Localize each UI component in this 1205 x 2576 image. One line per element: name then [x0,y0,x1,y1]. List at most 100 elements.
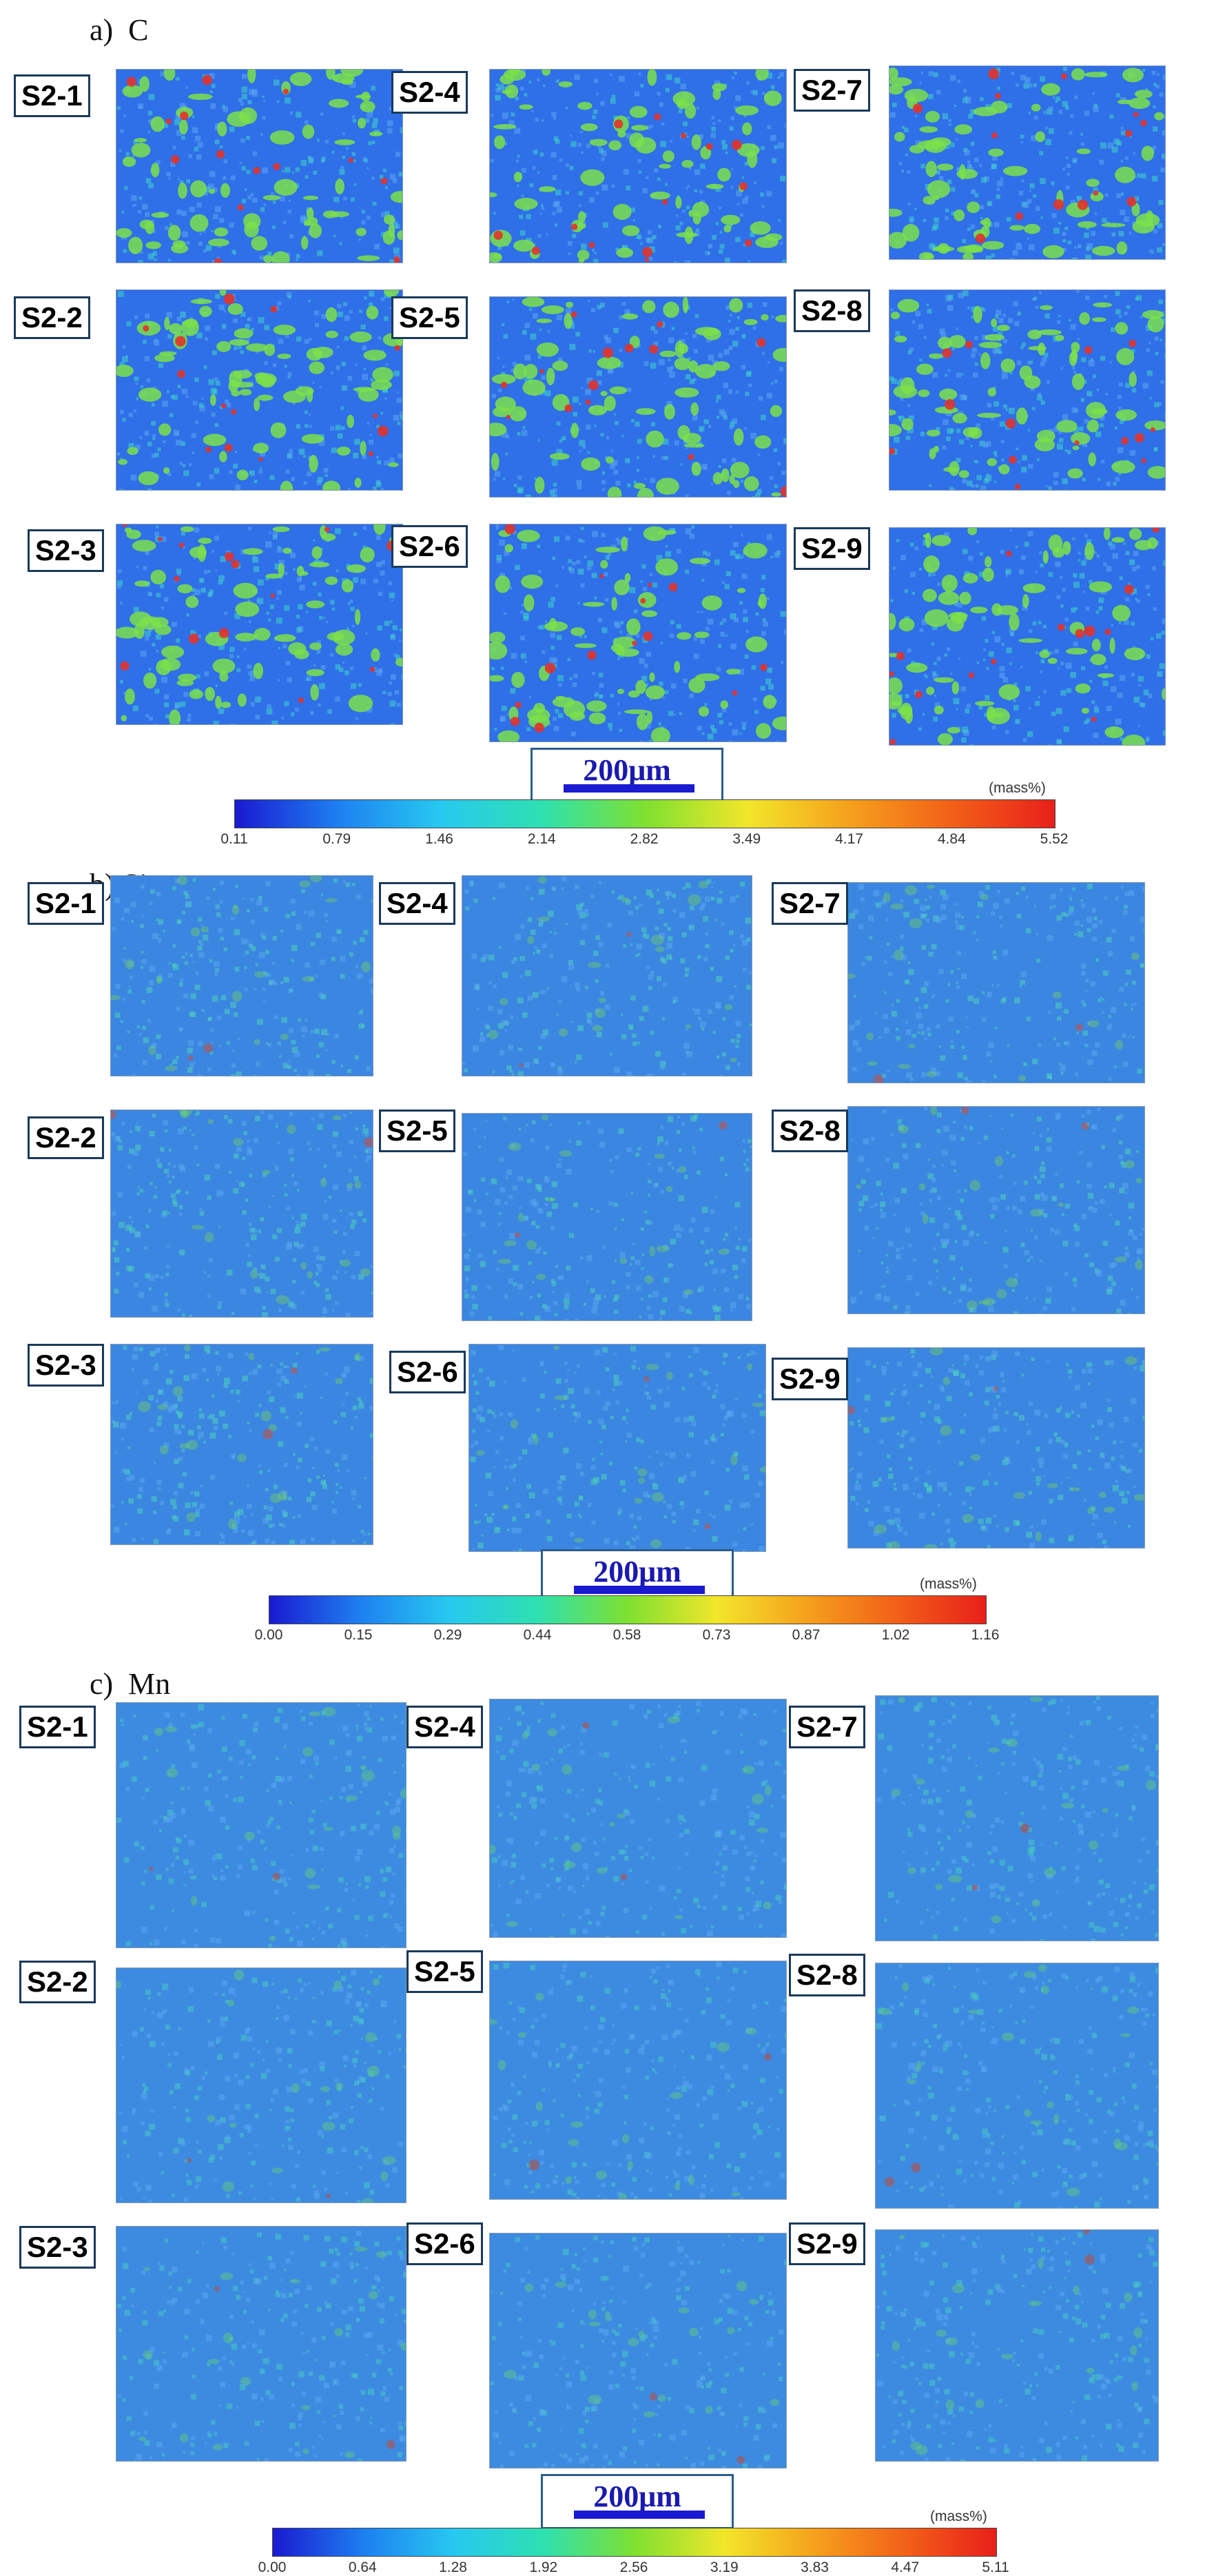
sample-label: S2-9 [794,527,870,570]
element-map [875,1963,1159,2209]
map-texture [469,1345,765,1551]
element-map [489,1961,787,2200]
colorbar-tick: 1.28 [439,2559,467,2576]
element-map [116,1967,406,2203]
sample-label: S2-3 [28,1344,104,1387]
element-map [116,69,403,263]
element-map [110,1110,373,1318]
colorbar [269,1595,987,1624]
element-map [468,1344,766,1552]
map-texture [889,290,1165,490]
colorbar-tick: 5.11 [982,2559,1009,2576]
sample-label: S2-3 [28,529,104,572]
map-texture [848,883,1144,1083]
colorbar-tick: 4.17 [835,831,863,848]
colorbar [234,799,1055,828]
colorbar-tick: 2.82 [630,831,659,848]
scale-bar: 200μm [531,748,723,803]
sample-label: S2-9 [789,2222,865,2265]
sample-label: S2-8 [789,1954,865,1996]
sample-label: S2-5 [379,1110,455,1152]
colorbar-tick: 4.84 [938,831,966,848]
map-texture [490,524,786,742]
sample-label: S2-2 [14,296,90,339]
element-map [116,1702,406,1948]
map-texture [848,1348,1144,1548]
sample-label: S2-1 [14,74,90,117]
sample-label: S2-4 [379,882,455,925]
sample-label: S2-4 [391,71,468,114]
map-texture [116,1968,406,2202]
sample-label: S2-3 [19,2226,96,2269]
map-texture [848,1107,1144,1313]
map-texture [111,1345,373,1544]
sample-label: S2-2 [28,1116,104,1159]
element-map [489,296,787,498]
map-texture [116,1703,406,1948]
map-texture [116,524,402,724]
colorbar [272,2528,997,2557]
element-map [110,1344,373,1545]
colorbar-tick: 1.92 [529,2559,557,2576]
map-texture [876,2230,1158,2461]
element-map [462,875,752,1076]
sample-label: S2-6 [391,525,468,568]
colorbar-tick: 1.46 [425,831,453,848]
sample-label: S2-8 [794,289,870,332]
colorbar-tick: 0.15 [344,1627,373,1644]
map-texture [889,66,1165,259]
colorbar-tick: 3.19 [710,2559,739,2576]
element-map [847,1347,1145,1548]
colorbar-tick: 0.29 [434,1627,462,1644]
element-map [889,65,1166,260]
colorbar-tick: 0.87 [792,1627,821,1644]
map-texture [490,1699,786,1937]
sample-label: S2-5 [406,1950,483,1993]
sample-label: S2-7 [772,882,848,925]
element-map [489,69,787,263]
colorbar-tick: 5.52 [1040,831,1069,848]
map-texture [116,70,402,263]
sample-label: S2-1 [19,1706,96,1748]
colorbar-tick: 3.49 [732,831,761,848]
map-texture [111,876,373,1076]
map-texture [490,297,786,497]
panel-2: b) SiS2-1S2-4S2-7S2-2S2-5S2-8S2-3S2-6S2-… [0,855,1205,1681]
colorbar-tick: 0.44 [524,1627,552,1644]
element-map [116,289,403,491]
map-texture [889,528,1165,745]
sample-label: S2-6 [406,2222,483,2265]
map-texture [111,1110,373,1317]
element-map [489,2233,787,2468]
colorbar-tick: 0.64 [349,2559,377,2576]
colorbar-tick: 4.47 [891,2559,919,2576]
colorbar-tick: 1.16 [971,1627,1000,1644]
element-map [847,882,1145,1083]
sample-label: S2-8 [772,1110,848,1152]
element-map [110,875,373,1076]
sample-label: S2-4 [406,1706,483,1748]
colorbar-unit: (mass%) [930,2508,987,2525]
scale-bar-line [574,2511,705,2519]
panel-heading: c) Mn [90,1666,170,1701]
scale-bar-label: 200μm [533,753,721,788]
scale-bar-label: 200μm [543,2479,732,2514]
element-map [116,524,403,725]
map-texture [116,2227,406,2461]
sample-label: S2-9 [772,1358,848,1400]
map-texture [490,70,786,263]
scale-bar-line [574,1586,705,1594]
scale-bar: 200μm [541,2474,734,2529]
element-map [875,1695,1159,1941]
map-texture [876,1963,1158,2208]
colorbar-tick: 0.11 [220,831,247,848]
sample-label: S2-2 [19,1961,96,2003]
colorbar-tick: 0.00 [258,2559,287,2576]
map-texture [462,876,752,1076]
element-map [889,527,1166,746]
colorbar-tick: 0.00 [255,1627,283,1644]
map-texture [876,1696,1158,1941]
colorbar-tick: 2.14 [528,831,556,848]
element-map [462,1113,752,1321]
